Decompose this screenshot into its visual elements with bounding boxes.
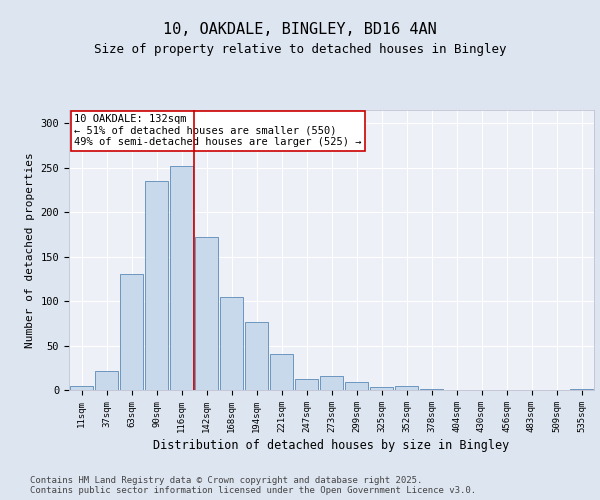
Text: 10 OAKDALE: 132sqm
← 51% of detached houses are smaller (550)
49% of semi-detach: 10 OAKDALE: 132sqm ← 51% of detached hou…	[74, 114, 362, 148]
Bar	[270, 354, 293, 390]
Text: Contains HM Land Registry data © Crown copyright and database right 2025.
Contai: Contains HM Land Registry data © Crown c…	[30, 476, 476, 495]
Bar	[570, 389, 593, 390]
Bar	[295, 380, 318, 390]
Bar	[145, 181, 168, 390]
X-axis label: Distribution of detached houses by size in Bingley: Distribution of detached houses by size …	[154, 439, 509, 452]
Bar	[370, 388, 393, 390]
Bar	[345, 382, 368, 390]
Bar	[95, 372, 118, 390]
Bar	[420, 389, 443, 390]
Bar	[120, 274, 143, 390]
Bar	[320, 376, 343, 390]
Bar	[170, 166, 193, 390]
Y-axis label: Number of detached properties: Number of detached properties	[25, 152, 35, 348]
Text: Size of property relative to detached houses in Bingley: Size of property relative to detached ho…	[94, 42, 506, 56]
Bar	[220, 296, 243, 390]
Bar	[195, 237, 218, 390]
Bar	[245, 322, 268, 390]
Text: 10, OAKDALE, BINGLEY, BD16 4AN: 10, OAKDALE, BINGLEY, BD16 4AN	[163, 22, 437, 38]
Bar	[395, 386, 418, 390]
Bar	[70, 386, 93, 390]
